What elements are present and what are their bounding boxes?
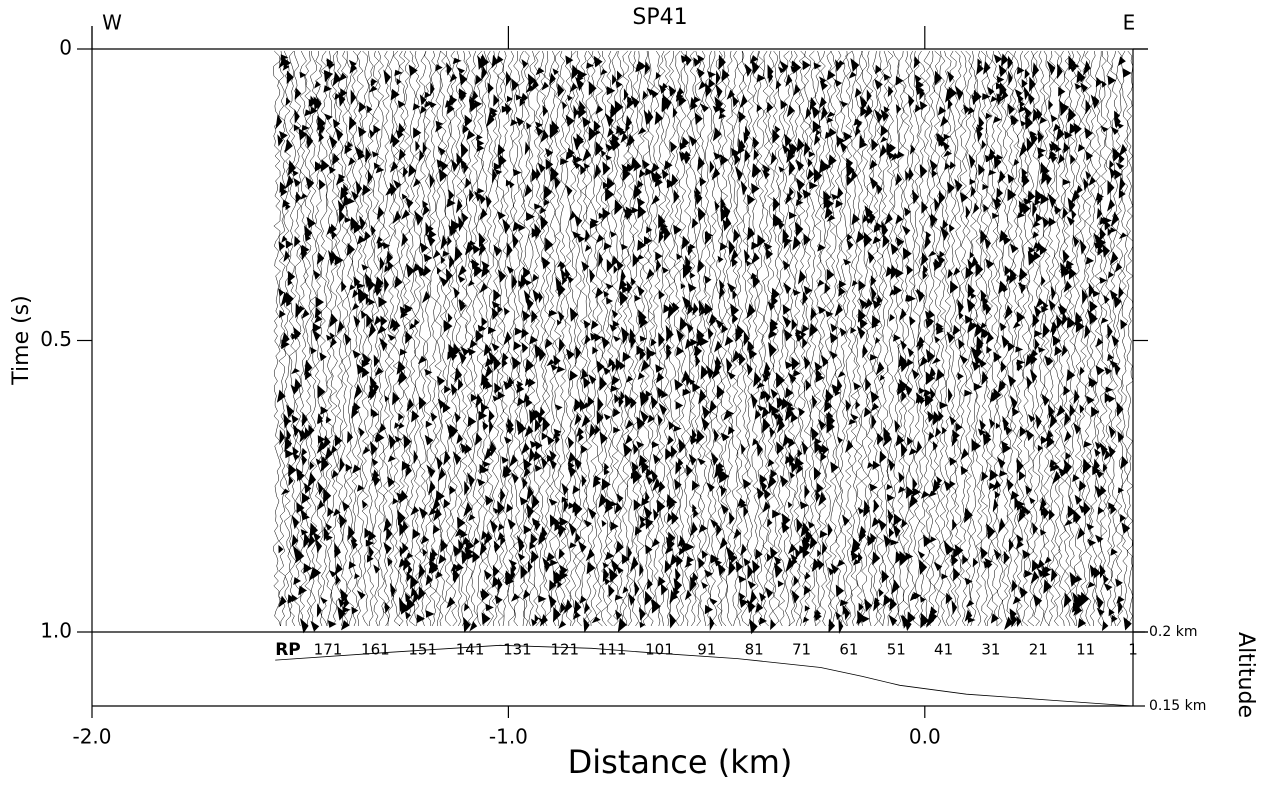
rp-number: 31 [981, 641, 1000, 659]
y2-tick-label: 0.2 km [1149, 624, 1197, 640]
altitude-line [275, 644, 1134, 707]
right-label: E [1123, 11, 1136, 35]
rp-number: 151 [408, 641, 437, 659]
left-label: W [102, 11, 122, 35]
rp-number: 61 [839, 641, 858, 659]
rp-number: 11 [1076, 641, 1095, 659]
rp-label: RP [275, 640, 301, 660]
rp-number: 91 [697, 641, 716, 659]
rp-number: 81 [745, 641, 764, 659]
x-tick-label: -2.0 [72, 725, 111, 749]
rp-number: 101 [645, 641, 674, 659]
seismic-traces [273, 50, 1134, 635]
rp-number: 161 [361, 641, 390, 659]
rp-number: 1 [1128, 641, 1138, 659]
x-tick-label: -1.0 [489, 725, 528, 749]
rp-number: 141 [456, 641, 485, 659]
y-axis-label: Time (s) [9, 295, 34, 385]
chart-title: SP41 [632, 5, 687, 30]
rp-number: 21 [1029, 641, 1048, 659]
rp-number: 51 [887, 641, 906, 659]
y2-tick-label: 0.15 km [1149, 698, 1206, 714]
rp-number: 171 [314, 641, 343, 659]
rp-number: 121 [550, 641, 579, 659]
y-tick-label: 0.5 [40, 327, 72, 351]
y-tick-label: 1.0 [40, 619, 72, 643]
rp-number: 41 [934, 641, 953, 659]
y2-axis-label: Altitude [1233, 632, 1258, 718]
trace-fills [275, 53, 1132, 635]
y-tick-label: 0 [59, 36, 72, 60]
x-tick-label: 0.0 [909, 725, 941, 749]
rp-number: 71 [792, 641, 811, 659]
rp-number: 131 [503, 641, 532, 659]
x-axis-label: Distance (km) [568, 743, 793, 781]
